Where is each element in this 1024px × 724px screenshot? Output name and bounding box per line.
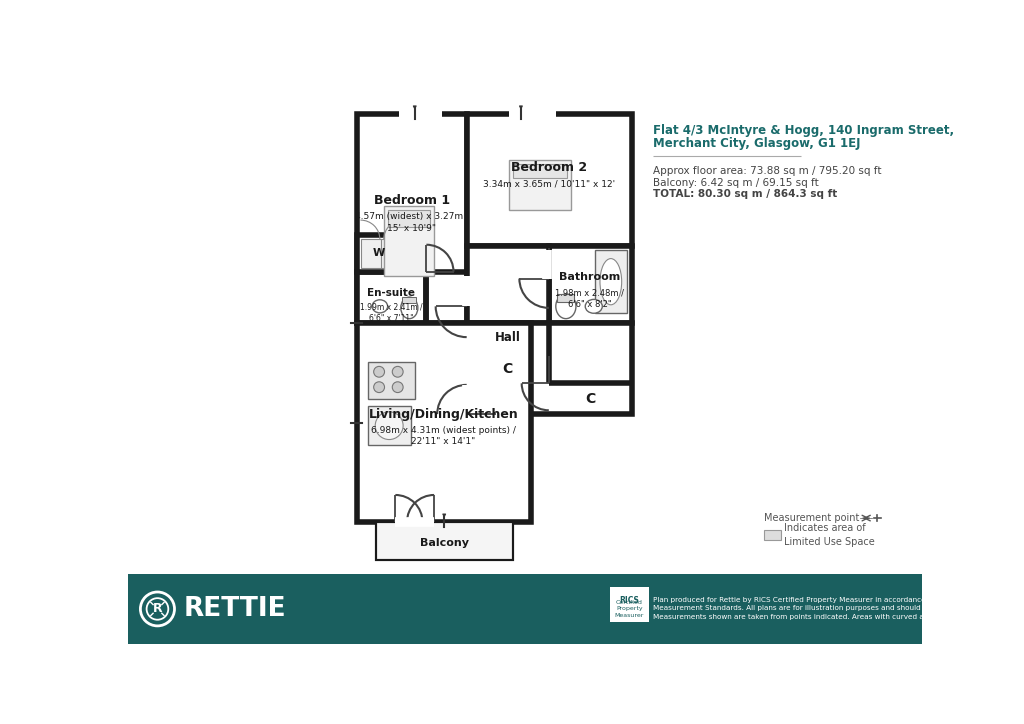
- Bar: [128, 573, 922, 644]
- Text: Balcony: 6.42 sq m / 69.15 sq ft: Balcony: 6.42 sq m / 69.15 sq ft: [653, 177, 819, 188]
- Text: 1.98m x 2.48m /
6'6" x 8'2": 1.98m x 2.48m / 6'6" x 8'2": [555, 289, 625, 309]
- Bar: [356, 272, 426, 324]
- Text: 1.99m x 2.41m /
6'6" x 7'11": 1.99m x 2.41m / 6'6" x 7'11": [360, 303, 423, 324]
- Circle shape: [374, 366, 385, 377]
- Text: Measurement point: Measurement point: [764, 513, 859, 523]
- Text: 6.98m x 4.31m (widest points) /
22'11" x 14'1": 6.98m x 4.31m (widest points) / 22'11" x…: [371, 426, 516, 447]
- Bar: [513, 164, 567, 177]
- Bar: [595, 250, 627, 313]
- Bar: [557, 294, 574, 302]
- Ellipse shape: [372, 300, 388, 313]
- Text: Certified
Property
Measurer: Certified Property Measurer: [614, 600, 644, 618]
- Ellipse shape: [556, 294, 575, 319]
- Bar: [467, 324, 632, 414]
- Text: Balcony: Balcony: [420, 539, 469, 549]
- Ellipse shape: [400, 297, 418, 319]
- Text: Bathroom: Bathroom: [559, 272, 621, 282]
- Text: Plan produced for Rettie by RICS Certified Property Measurer in accordance with : Plan produced for Rettie by RICS Certifi…: [653, 597, 1024, 620]
- Text: TOTAL: 80.30 sq m / 864.3 sq ft: TOTAL: 80.30 sq m / 864.3 sq ft: [653, 189, 838, 199]
- Text: 3.34m x 3.65m / 10'11" x 12': 3.34m x 3.65m / 10'11" x 12': [482, 180, 614, 188]
- Text: Hall: Hall: [495, 331, 520, 344]
- Text: Bedroom 1: Bedroom 1: [374, 194, 450, 207]
- Bar: [402, 297, 417, 303]
- Circle shape: [375, 412, 403, 439]
- Text: Approx floor area: 73.88 sq m / 795.20 sq ft: Approx floor area: 73.88 sq m / 795.20 s…: [653, 167, 882, 176]
- Bar: [376, 522, 513, 560]
- Bar: [356, 235, 407, 272]
- Bar: [369, 406, 411, 445]
- Bar: [384, 206, 434, 276]
- Bar: [549, 246, 632, 324]
- Bar: [764, 530, 780, 540]
- Ellipse shape: [600, 258, 622, 305]
- Text: Bedroom 2: Bedroom 2: [511, 161, 587, 174]
- Text: 4.57m (widest) x 3.27m /
15' x 10'9": 4.57m (widest) x 3.27m / 15' x 10'9": [354, 212, 469, 233]
- Circle shape: [392, 382, 403, 392]
- Bar: [369, 362, 415, 399]
- Bar: [376, 522, 513, 560]
- Bar: [610, 587, 649, 622]
- Text: Living/Dining/Kitchen: Living/Dining/Kitchen: [369, 408, 518, 421]
- Ellipse shape: [586, 300, 602, 313]
- Text: RETTIE: RETTIE: [183, 596, 287, 622]
- Circle shape: [374, 382, 385, 392]
- Bar: [509, 160, 571, 210]
- Circle shape: [392, 366, 403, 377]
- Bar: [467, 246, 549, 324]
- Text: C: C: [503, 362, 513, 376]
- Text: RICS: RICS: [620, 596, 639, 605]
- Bar: [388, 210, 430, 227]
- Text: R: R: [153, 602, 162, 615]
- Bar: [360, 240, 403, 268]
- Text: C: C: [585, 392, 595, 405]
- Text: W: W: [372, 248, 384, 258]
- Text: En-suite: En-suite: [368, 288, 416, 298]
- Text: Flat 4/3 McIntyre & Hogg, 140 Ingram Street,: Flat 4/3 McIntyre & Hogg, 140 Ingram Str…: [653, 124, 954, 137]
- Text: Merchant City, Glasgow, G1 1EJ: Merchant City, Glasgow, G1 1EJ: [653, 137, 861, 150]
- Bar: [467, 114, 632, 246]
- Bar: [356, 324, 531, 522]
- Text: Indicates area of
Limited Use Space: Indicates area of Limited Use Space: [784, 523, 876, 547]
- Bar: [356, 114, 467, 324]
